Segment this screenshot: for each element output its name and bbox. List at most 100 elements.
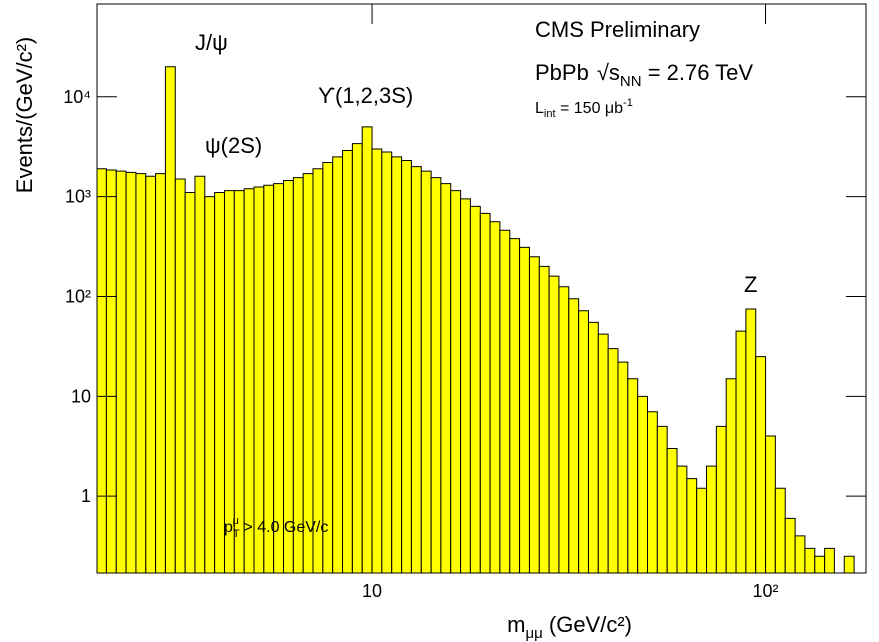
bar — [115, 170, 127, 573]
bar — [597, 333, 609, 573]
bar — [292, 177, 304, 573]
bar — [528, 256, 540, 573]
bar — [302, 173, 314, 573]
lumi-sup: -1 — [623, 97, 633, 109]
bar — [735, 330, 747, 573]
bar — [676, 465, 688, 573]
bar — [607, 348, 619, 573]
bar — [253, 186, 265, 573]
bar — [410, 166, 422, 573]
bar — [381, 151, 393, 573]
peak-label: ψ(2S) — [205, 133, 262, 158]
cut-label: pTμ > 4.0 GeV/c — [224, 515, 328, 540]
energy: = 2.76 TeV — [642, 60, 754, 85]
bar — [656, 425, 668, 573]
cut-value: > 4.0 GeV/c — [239, 519, 328, 536]
bar — [105, 169, 117, 573]
bar — [401, 160, 412, 573]
x-tick-label: 10² — [753, 581, 779, 601]
bar — [371, 148, 383, 573]
lumi-main: L — [535, 100, 544, 117]
bar — [804, 547, 816, 573]
bar — [814, 555, 826, 573]
x-axis-label: mμμ (GeV/c²) — [507, 612, 632, 642]
y-tick-label: 10³ — [65, 187, 91, 207]
bar — [420, 170, 432, 573]
bar — [351, 143, 363, 573]
x-tick-label: 10 — [362, 581, 382, 601]
bar — [184, 192, 196, 573]
y-tick-label: 10 — [71, 386, 91, 406]
plot-frame — [96, 3, 867, 574]
bar — [715, 425, 727, 573]
bar — [155, 173, 166, 573]
bar — [666, 448, 678, 573]
bar — [97, 168, 107, 573]
lumi-value: = 150 μb — [556, 100, 624, 117]
bar — [194, 175, 206, 573]
bar — [391, 156, 403, 573]
histogram — [97, 66, 855, 573]
bar — [243, 188, 255, 573]
bar — [312, 168, 324, 573]
bar — [135, 173, 147, 573]
bar — [538, 265, 550, 573]
x-label-rest: (GeV/c²) — [543, 612, 632, 637]
peak-label: Z — [744, 272, 757, 297]
experiment-label: CMS Preliminary — [535, 17, 700, 42]
bar — [174, 178, 186, 573]
bar — [273, 183, 285, 573]
bar — [548, 275, 560, 573]
system-label: PbPb √sNN = 2.76 TeV — [535, 60, 753, 90]
bar — [489, 221, 501, 573]
bar — [794, 535, 806, 573]
peak-label: J/ψ — [195, 30, 228, 55]
bar — [214, 192, 225, 573]
bar — [765, 435, 776, 573]
lumi-sub: int — [544, 108, 556, 120]
bar — [725, 378, 737, 573]
bar — [568, 298, 580, 573]
bar — [450, 190, 462, 573]
lumi-label: Lint = 150 μb-1 — [535, 97, 633, 120]
bar — [361, 126, 373, 573]
bar — [824, 547, 835, 573]
y-tick-label: 10⁴ — [63, 87, 91, 107]
sqrt-s-sub: NN — [620, 73, 642, 90]
bar — [509, 238, 521, 573]
cut-main: p — [224, 519, 233, 536]
bar — [283, 180, 294, 573]
bar — [617, 361, 629, 573]
bar — [627, 378, 639, 573]
bar — [460, 198, 471, 573]
bar — [755, 356, 767, 573]
bar — [519, 246, 530, 573]
bar — [145, 175, 157, 573]
bar — [686, 478, 698, 573]
bar — [647, 411, 658, 573]
bar — [587, 321, 599, 573]
bar — [263, 184, 275, 573]
bar — [843, 555, 855, 573]
bar — [322, 161, 334, 573]
cut-sup: μ — [233, 515, 239, 527]
sqrt-s: √s — [597, 60, 620, 85]
beam: PbPb — [535, 60, 589, 85]
x-label-sub: μμ — [525, 625, 542, 642]
bar — [745, 308, 757, 573]
bar — [637, 395, 649, 573]
peak-label: ϒ(1,2,3S) — [318, 83, 413, 108]
y-axis-label: Events/(GeV/c²) — [12, 37, 37, 193]
bar — [578, 310, 589, 573]
y-tick-label: 10² — [65, 286, 91, 306]
bar — [499, 229, 511, 573]
bar — [784, 517, 796, 573]
bar — [125, 171, 137, 573]
bar — [440, 183, 452, 573]
y-tick-label: 1 — [81, 486, 91, 506]
axes: 1 10 10² 10³ 10⁴ 10 10² — [63, 4, 866, 601]
bar — [204, 196, 216, 573]
bar — [332, 156, 344, 573]
bar — [342, 149, 353, 573]
